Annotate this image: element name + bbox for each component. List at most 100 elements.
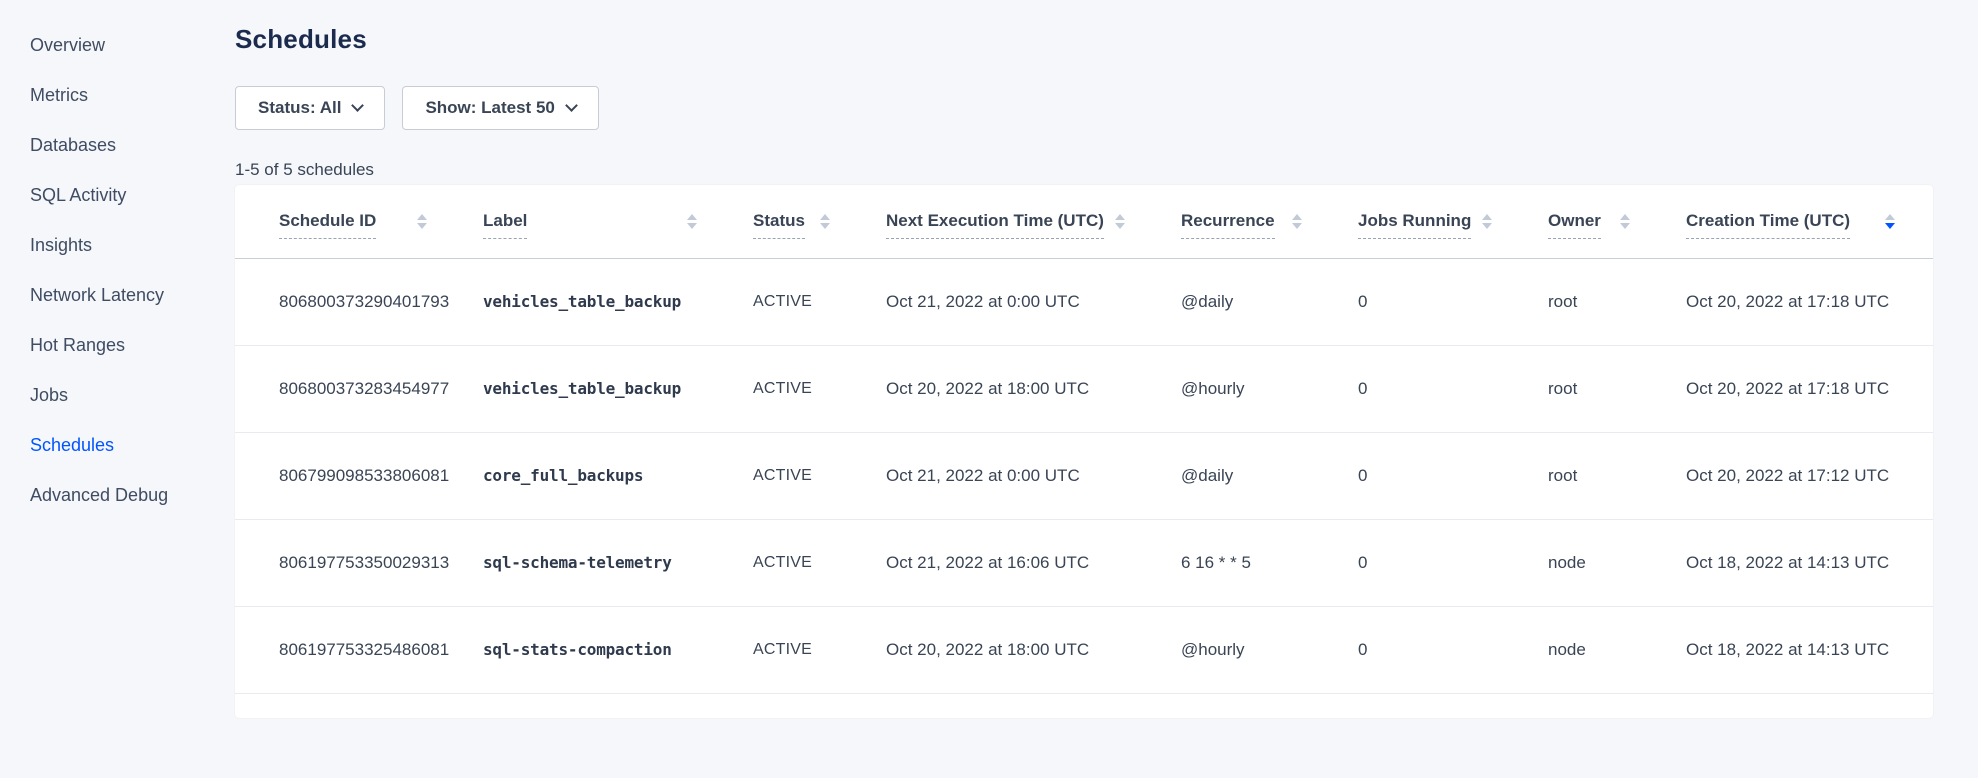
sidebar-item-network-latency[interactable]: Network Latency: [30, 284, 165, 305]
show-filter-dropdown[interactable]: Show: Latest 50: [402, 86, 599, 130]
sidebar-item-schedules[interactable]: Schedules: [30, 434, 115, 455]
cell-recurrence: @hourly: [1137, 606, 1314, 694]
show-filter-label: Show: Latest 50: [425, 98, 555, 117]
sidebar: Overview Metrics Databases SQL Activity Insi…: [0, 0, 235, 520]
table-row: 806800373283454977 vehicles_table_backup A…: [235, 345, 1933, 433]
sort-desc-arrow-icon: [687, 222, 697, 229]
cell-label: sql-schema-telemetry: [439, 519, 709, 607]
cell-creation-time: Oct 18, 2022 at 14:13 UTC: [1642, 519, 1933, 607]
sort-asc-arrow-icon: [820, 213, 830, 220]
cell-label: core_full_backups: [439, 432, 709, 520]
chevron-down-icon: [564, 99, 578, 112]
column-header-schedule-id[interactable]: Schedule ID: [235, 185, 439, 259]
sort-desc-arrow-icon: [417, 222, 427, 229]
cell-label: sql-stats-compaction: [439, 606, 709, 694]
cell-recurrence: 6 16 * * 5: [1137, 519, 1314, 607]
status-filter-label: Status: All: [258, 98, 342, 117]
column-header-status[interactable]: Status: [709, 185, 842, 259]
cell-recurrence: @hourly: [1137, 345, 1314, 433]
column-label-next-execution-time: Next Execution Time (UTC): [886, 211, 1104, 239]
results-count: 1-5 of 5 schedules: [235, 160, 374, 179]
sidebar-item-sql-activity[interactable]: SQL Activity: [30, 184, 127, 205]
cell-recurrence: @daily: [1137, 432, 1314, 520]
schedules-table-card: Schedule ID Label Status Next Execution Tim…: [235, 185, 1933, 718]
filter-bar: Status: All Show: Latest 50: [235, 86, 599, 130]
cell-next-execution-time: Oct 20, 2022 at 18:00 UTC: [842, 606, 1137, 694]
sidebar-item-hot-ranges[interactable]: Hot Ranges: [30, 334, 126, 355]
sort-asc-arrow-icon: [1885, 213, 1895, 220]
sort-desc-arrow-icon: [1292, 222, 1302, 229]
cell-schedule-id: 806799098533806081: [235, 432, 449, 520]
cell-schedule-id: 806800373283454977: [235, 345, 449, 433]
table-row: 806197753325486081 sql-stats-compaction AC…: [235, 606, 1933, 694]
sort-icon[interactable]: [1482, 213, 1492, 229]
sort-icon[interactable]: [1115, 213, 1125, 229]
cell-next-execution-time: Oct 21, 2022 at 0:00 UTC: [842, 258, 1137, 346]
sort-asc-arrow-icon: [1482, 213, 1492, 220]
table-row: 806197753350029313 sql-schema-telemetry AC…: [235, 519, 1933, 607]
sort-asc-arrow-icon: [687, 213, 697, 220]
sidebar-item-metrics[interactable]: Metrics: [30, 84, 88, 105]
cell-jobs-running: 0: [1314, 345, 1504, 433]
cell-schedule-id: 806197753325486081: [235, 606, 449, 694]
cell-creation-time: Oct 20, 2022 at 17:18 UTC: [1642, 345, 1933, 433]
status-filter-dropdown[interactable]: Status: All: [235, 86, 386, 130]
column-label-label: Label: [483, 211, 528, 239]
sort-icon[interactable]: [820, 213, 830, 229]
cell-jobs-running: 0: [1314, 519, 1504, 607]
column-header-jobs-running[interactable]: Jobs Running: [1314, 185, 1504, 259]
column-label-jobs-running: Jobs Running: [1358, 211, 1472, 239]
cell-schedule-id: 806197753350029313: [235, 519, 449, 607]
cell-next-execution-time: Oct 21, 2022 at 16:06 UTC: [842, 519, 1137, 607]
column-label-owner: Owner: [1548, 211, 1601, 239]
cell-jobs-running: 0: [1314, 432, 1504, 520]
sidebar-item-insights[interactable]: Insights: [30, 234, 93, 255]
sidebar-item-advanced-debug[interactable]: Advanced Debug: [30, 484, 169, 505]
cell-jobs-running: 0: [1314, 258, 1504, 346]
cell-status: ACTIVE: [709, 519, 842, 607]
chevron-down-icon: [351, 99, 365, 112]
cell-owner: node: [1504, 519, 1642, 607]
column-header-creation-time[interactable]: Creation Time (UTC): [1642, 185, 1933, 259]
sidebar-item-overview[interactable]: Overview: [30, 34, 106, 55]
sort-asc-arrow-icon: [1292, 213, 1302, 220]
cell-status: ACTIVE: [709, 606, 842, 694]
sort-icon[interactable]: [1620, 213, 1630, 229]
column-header-owner[interactable]: Owner: [1504, 185, 1642, 259]
sort-asc-arrow-icon: [1115, 213, 1125, 220]
cell-creation-time: Oct 20, 2022 at 17:12 UTC: [1642, 432, 1933, 520]
cell-status: ACTIVE: [709, 258, 842, 346]
cell-creation-time: Oct 18, 2022 at 14:13 UTC: [1642, 606, 1933, 694]
cell-creation-time: Oct 20, 2022 at 17:18 UTC: [1642, 258, 1933, 346]
table-row: 806800373290401793 vehicles_table_backup A…: [235, 258, 1933, 346]
cell-label: vehicles_table_backup: [439, 258, 709, 346]
sidebar-item-databases[interactable]: Databases: [30, 134, 117, 155]
sort-icon[interactable]: [417, 213, 427, 229]
table-header-row: Schedule ID Label Status Next Execution Tim…: [235, 185, 1933, 259]
cell-owner: node: [1504, 606, 1642, 694]
sort-desc-arrow-icon: [1115, 222, 1125, 229]
cell-status: ACTIVE: [709, 432, 842, 520]
column-label-status: Status: [753, 211, 805, 239]
sort-desc-arrow-icon: [1620, 222, 1630, 229]
sort-icon[interactable]: [1292, 213, 1302, 229]
cell-status: ACTIVE: [709, 345, 842, 433]
cell-recurrence: @daily: [1137, 258, 1314, 346]
column-header-label[interactable]: Label: [439, 185, 709, 259]
cell-next-execution-time: Oct 21, 2022 at 0:00 UTC: [842, 432, 1137, 520]
sort-icon[interactable]: [1885, 213, 1895, 229]
table-row: 806799098533806081 core_full_backups ACTIV…: [235, 432, 1933, 520]
sort-desc-arrow-icon: [820, 222, 830, 229]
column-label-creation-time: Creation Time (UTC): [1686, 211, 1851, 239]
column-header-next-execution-time[interactable]: Next Execution Time (UTC): [842, 185, 1137, 259]
column-label-recurrence: Recurrence: [1181, 211, 1275, 239]
schedules-table: Schedule ID Label Status Next Execution Tim…: [235, 185, 1933, 694]
cell-owner: root: [1504, 432, 1642, 520]
sort-icon[interactable]: [687, 213, 697, 229]
cell-next-execution-time: Oct 20, 2022 at 18:00 UTC: [842, 345, 1137, 433]
cell-label: vehicles_table_backup: [439, 345, 709, 433]
column-header-recurrence[interactable]: Recurrence: [1137, 185, 1314, 259]
main-content: Schedules Status: All Show: Latest 50 1-5…: [235, 0, 1933, 778]
page-title: Schedules: [235, 24, 367, 54]
sidebar-item-jobs[interactable]: Jobs: [30, 384, 69, 405]
